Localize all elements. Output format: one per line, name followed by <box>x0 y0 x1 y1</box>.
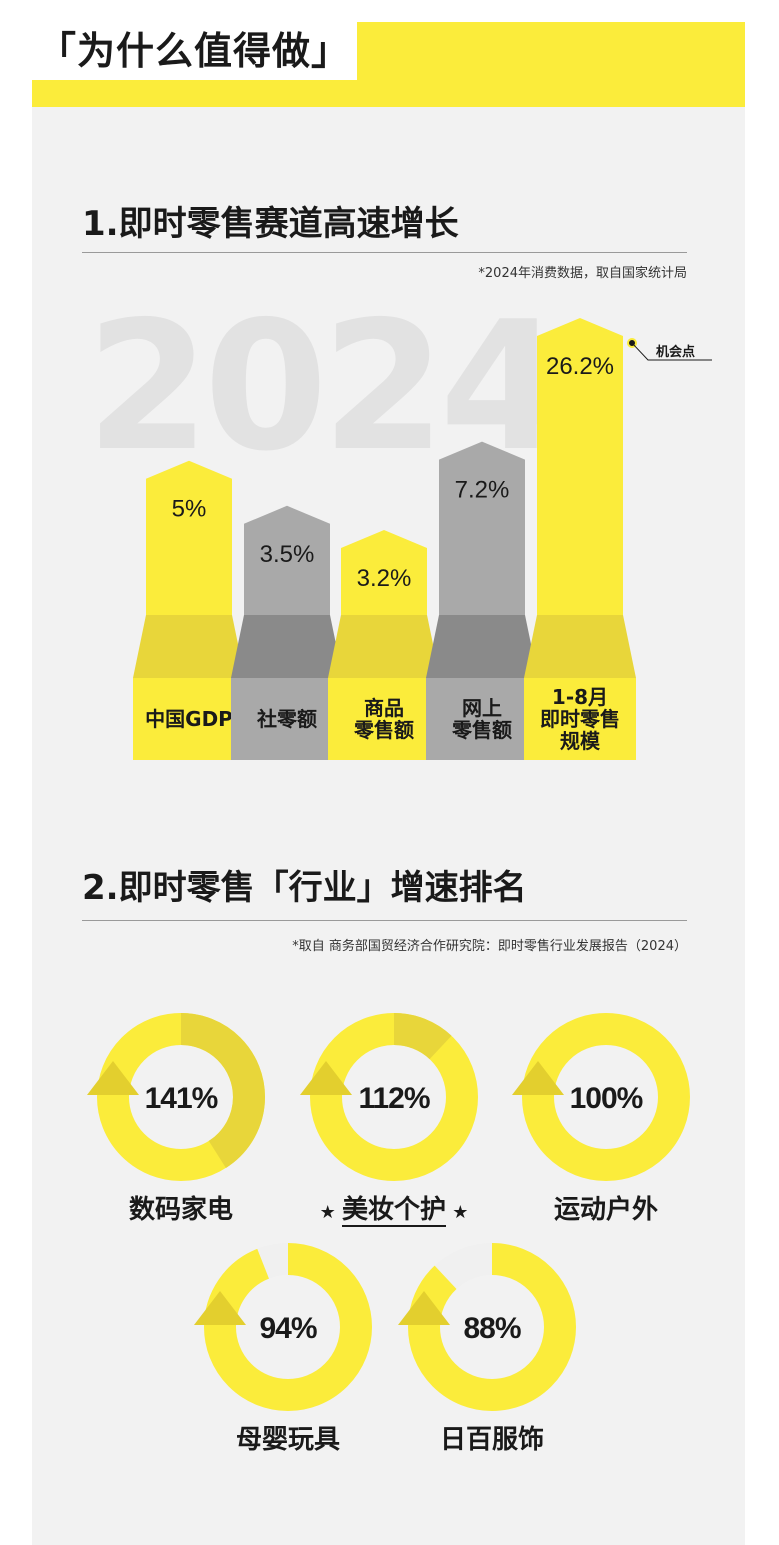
bar-category-label: 社零额 <box>256 707 317 731</box>
donut-value-label: 100% <box>570 1082 643 1115</box>
bar-category-label: 商品 <box>364 696 404 720</box>
bar-column <box>244 505 330 615</box>
star-icon: ★ <box>319 1202 342 1223</box>
section1-source-note: *2024年消费数据，取自国家统计局 <box>478 266 687 281</box>
donut-progress <box>204 1243 372 1411</box>
bar-base <box>426 678 538 760</box>
bar-value-label: 7.2% <box>455 477 510 504</box>
donut-overflow <box>310 1013 478 1181</box>
donut-category-label: 母婴玩具 <box>235 1425 340 1455</box>
bar-column <box>146 460 232 615</box>
donut-value-label: 141% <box>145 1082 218 1115</box>
bar-shoulder <box>426 615 538 678</box>
bar-column <box>537 318 623 615</box>
donut-4: 94% <box>194 1243 372 1411</box>
donut-arrow-icon <box>398 1291 450 1325</box>
donut-category-label: 日百服饰 <box>439 1425 544 1455</box>
callout-line <box>631 342 712 361</box>
page-title: 「为什么值得做」 <box>32 22 357 80</box>
bar-column <box>341 530 427 615</box>
donut-category-label: ★ 美妆个护 ★ <box>284 1189 504 1227</box>
donut-arrow-icon <box>87 1061 139 1095</box>
bar-category-label: 即时零售 <box>540 707 620 731</box>
opportunity-callout: 机会点 <box>627 338 712 361</box>
bar-value-label: 26.2% <box>546 353 614 380</box>
donut-category-label: 运动户外 <box>553 1195 658 1225</box>
bar-shoulder <box>328 615 440 678</box>
donut-1: 141% <box>87 1013 265 1181</box>
bar-shoulder <box>524 615 636 678</box>
bar-shoulder <box>231 615 343 678</box>
donut-overflow <box>97 1013 265 1181</box>
donut-arrow-icon <box>512 1061 564 1095</box>
bar-category-label: 零售额 <box>451 718 512 742</box>
callout-label: 机会点 <box>656 344 695 360</box>
bar-base <box>328 678 440 760</box>
growth-bar-chart: 5%中国GDP3.5%社零额3.2%商品零售额7.2%网上零售额26.2%1-8… <box>133 318 712 760</box>
bar-base <box>133 678 245 760</box>
star-icon: ★ <box>446 1202 469 1223</box>
donut-3: 100% <box>512 1013 690 1181</box>
bar-category-label: 1-8月 <box>552 685 608 709</box>
bar-shoulder <box>133 615 245 678</box>
bar-category-label: 网上 <box>462 696 502 720</box>
donut-2: 112% <box>300 1013 478 1181</box>
section2-divider <box>82 920 687 921</box>
highlighted-label: 美妆个护 <box>341 1195 446 1227</box>
bar-value-label: 5% <box>172 496 207 523</box>
bar-base <box>524 678 636 760</box>
donut-progress <box>522 1013 690 1181</box>
content-panel <box>32 22 745 1545</box>
section2-source-note: *取自 商务部国贸经济合作研究院：即时零售行业发展报告（2024） <box>292 939 687 954</box>
bar-column <box>439 441 525 615</box>
bar-1: 5% 中国GDP <box>133 460 245 760</box>
donut-progress <box>408 1243 576 1411</box>
donut-value-label: 112% <box>358 1082 429 1115</box>
donut-arrow-icon <box>194 1291 246 1325</box>
bar-2: 3.5% 社零额 <box>231 505 343 760</box>
section1-divider <box>82 252 687 253</box>
bar-category-label: 零售额 <box>353 718 414 742</box>
donut-value-label: 88% <box>463 1312 520 1345</box>
bar-category-label: 规模 <box>560 729 601 753</box>
bar-value-label: 3.5% <box>260 541 315 568</box>
donut-category-label: 数码家电 <box>128 1195 233 1225</box>
section1-title: 1.即时零售赛道高速增长 <box>82 204 459 244</box>
donut-5: 88% <box>398 1243 576 1411</box>
bar-category-label: 中国GDP <box>145 707 233 731</box>
bar-value-label: 3.2% <box>357 565 412 592</box>
bar-base <box>231 678 343 760</box>
donut-arrow-icon <box>300 1061 352 1095</box>
section2-title: 2.即时零售「行业」增速排名 <box>82 868 527 908</box>
donut-value-label: 94% <box>259 1312 316 1345</box>
